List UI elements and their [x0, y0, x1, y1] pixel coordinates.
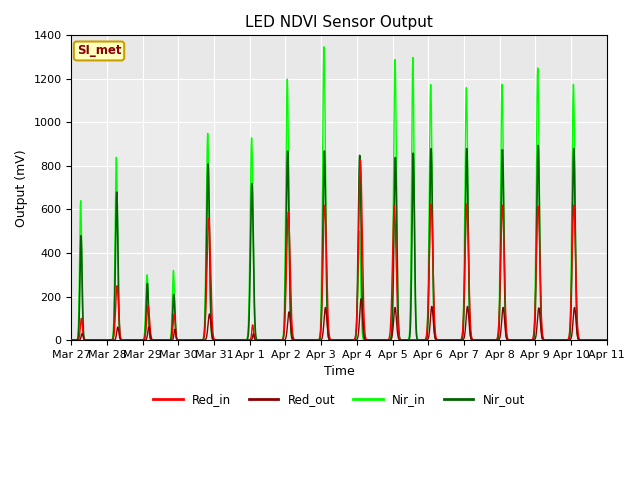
Nir_out [68, 337, 76, 343]
Line: Red_in: Red_in [72, 160, 607, 340]
Title: LED NDVI Sensor Output: LED NDVI Sensor Output [245, 15, 433, 30]
Red_in [356, 157, 364, 163]
Y-axis label: Output (mV): Output (mV) [15, 149, 28, 227]
Text: SI_met: SI_met [77, 45, 121, 58]
Red_out [129, 337, 136, 343]
Red_in [129, 337, 136, 343]
Nir_in [296, 337, 304, 343]
Nir_out [129, 337, 136, 343]
Nir_out [161, 337, 168, 343]
Red_in [603, 337, 611, 343]
Red_out [68, 337, 76, 343]
Nir_in [68, 337, 76, 343]
Red_in [68, 337, 76, 343]
Nir_in [129, 337, 136, 343]
Nir_out [593, 337, 600, 343]
Nir_in [535, 111, 543, 117]
Red_in [273, 337, 280, 343]
Nir_out [534, 143, 542, 148]
Red_out [603, 337, 611, 343]
Red_out [161, 337, 168, 343]
Line: Nir_in: Nir_in [72, 47, 607, 340]
Line: Red_out: Red_out [72, 299, 607, 340]
Nir_out [603, 337, 611, 343]
Nir_in [161, 337, 168, 343]
Nir_out [535, 155, 543, 160]
Nir_out [296, 337, 304, 343]
Red_in [535, 209, 543, 215]
Red_in [593, 337, 600, 343]
Nir_in [320, 44, 328, 49]
Bar [72, 79, 607, 166]
Line: Nir_out: Nir_out [72, 145, 607, 340]
Red_out [593, 337, 600, 343]
Nir_in [273, 337, 280, 343]
Nir_in [603, 337, 611, 343]
Red_out [273, 337, 280, 343]
X-axis label: Time: Time [324, 365, 355, 378]
Red_in [161, 337, 168, 343]
Red_out [296, 337, 304, 343]
Nir_out [273, 337, 280, 343]
Red_out [535, 305, 543, 311]
Red_out [357, 296, 365, 302]
Legend: Red_in, Red_out, Nir_in, Nir_out: Red_in, Red_out, Nir_in, Nir_out [148, 388, 530, 410]
Red_in [296, 337, 304, 343]
Nir_in [593, 337, 600, 343]
